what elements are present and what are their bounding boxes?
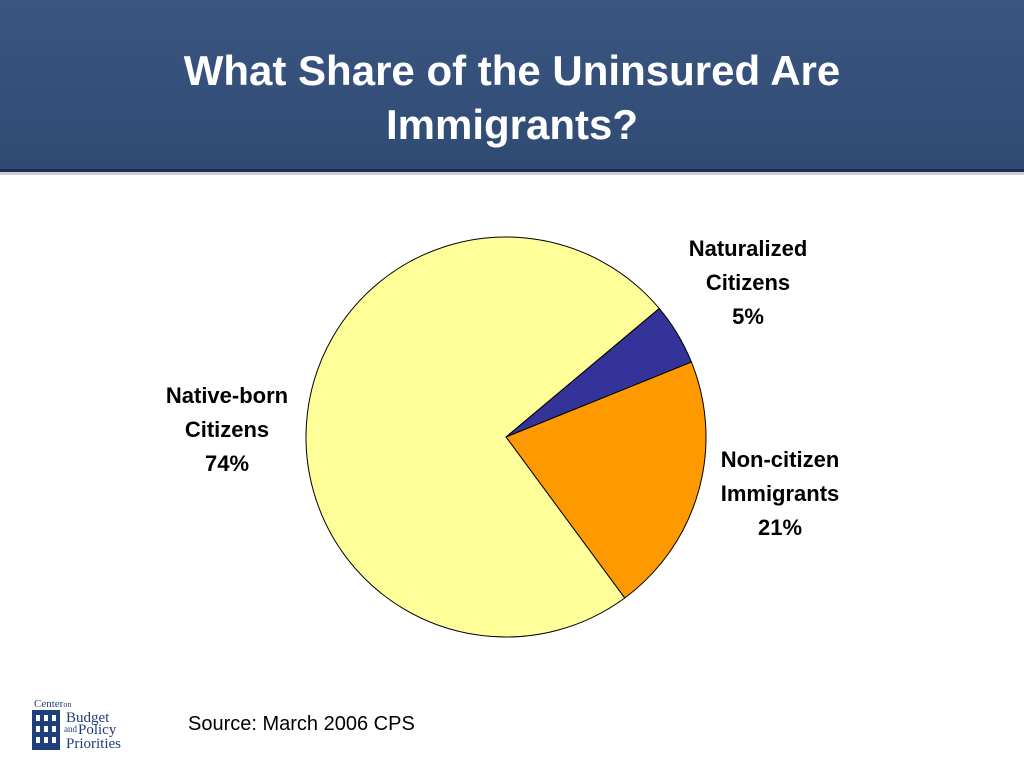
building-icon	[32, 710, 60, 750]
slice-label-non-citizen-immigrants: Non-citizen Immigrants 21%	[700, 443, 860, 545]
slice-name-line-1: Native-born	[165, 383, 289, 408]
pie-slice-native-born-citizens	[305, 236, 660, 638]
cbpp-logo: Centeron Budget and Policy Priorities	[32, 698, 128, 754]
slice-percent: 21%	[757, 515, 803, 540]
slice-label-naturalized-citizens: Naturalized Citizens 5%	[668, 232, 828, 334]
source-note: Source: March 2006 CPS	[188, 713, 415, 735]
slice-percent: 5%	[732, 304, 764, 329]
slice-name-line-2: Immigrants	[720, 481, 840, 506]
title-bar: What Share of the Uninsured Are Immigran…	[0, 0, 1024, 175]
slice-name-line-1: Non-citizen	[720, 447, 840, 472]
slice-percent: 74%	[204, 451, 250, 476]
logo-word-and: and	[64, 724, 77, 734]
logo-word-budget: Budget	[66, 710, 110, 726]
slice-name-line-2: Citizens	[184, 417, 270, 442]
logo-word-policy: Policy	[78, 722, 117, 738]
slice-label-native-born-citizens: Native-born Citizens 74%	[146, 379, 308, 481]
slide-title: What Share of the Uninsured Are Immigran…	[0, 44, 1024, 152]
logo-word-center: Centeron	[34, 698, 72, 710]
slice-name-line-2: Citizens	[705, 270, 791, 295]
logo-word-priorities: Priorities	[66, 736, 121, 752]
slide-title-line-1: What Share of the Uninsured Are	[183, 47, 841, 94]
slide-title-line-2: Immigrants?	[385, 101, 639, 148]
pie-slice-non-citizen-immigrants	[505, 361, 707, 599]
slice-name-line-1: Naturalized	[688, 236, 808, 261]
